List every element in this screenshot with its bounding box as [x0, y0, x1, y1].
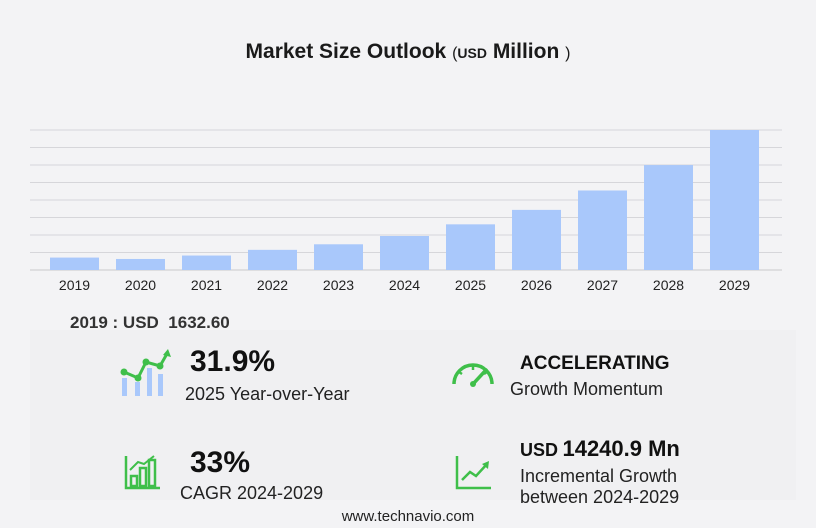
momentum-value: ACCELERATING	[520, 353, 670, 374]
title-close-paren: )	[565, 45, 571, 62]
bar-2022	[248, 249, 297, 270]
cagr-value: 33%	[190, 446, 251, 479]
momentum-label: Growth Momentum	[510, 379, 664, 399]
base-year-label: 2019 : USD	[70, 313, 159, 332]
bar-chart: 2019 2020 2021 2022 2023 2024 2025 2026 2027 2028…	[30, 129, 782, 293]
bar-2026	[512, 209, 561, 270]
x-tick-label: 2023	[323, 277, 354, 293]
momentum-label-wrap: Growth Momentum	[510, 379, 663, 400]
bar-2025	[446, 224, 495, 270]
yoy-stat: 31.9%	[190, 345, 275, 379]
growth-chart-icon	[120, 349, 171, 396]
bar-2020	[116, 258, 165, 270]
title-unit-scale: Million	[492, 40, 560, 63]
x-tick-label: 2021	[191, 277, 222, 293]
incremental-stat: USD 14240.9 Mn	[520, 436, 680, 462]
bar-2024	[380, 235, 429, 270]
footer-url[interactable]: www.technavio.com	[341, 508, 475, 525]
x-tick-label: 2025	[455, 277, 486, 293]
incremental-value: 14240.9 Mn	[562, 436, 680, 461]
bar-2028	[644, 165, 693, 270]
incremental-prefix: USD	[520, 440, 559, 460]
momentum-stat: ACCELERATING	[520, 353, 670, 375]
bar-chart-icon	[124, 455, 160, 490]
x-tick-label: 2020	[125, 277, 156, 293]
x-tick-label: 2027	[587, 277, 618, 293]
yoy-label: 2025 Year-over-Year	[185, 384, 350, 404]
base-year-amount: 1632.60	[168, 313, 230, 332]
chart-title: Market Size Outlook (USD Million )	[0, 40, 816, 64]
x-tick-label: 2028	[653, 277, 684, 293]
x-tick-label: 2029	[719, 277, 750, 293]
trend-line-icon	[455, 456, 491, 490]
stats-panel	[30, 330, 796, 500]
bar-2021	[182, 255, 231, 270]
x-tick-label: 2026	[521, 277, 552, 293]
x-tick-label: 2019	[59, 277, 90, 293]
x-tick-label: 2024	[389, 277, 420, 293]
yoy-label-wrap: 2025 Year-over-Year	[185, 384, 349, 405]
bar-2029	[710, 130, 759, 270]
yoy-value: 31.9%	[190, 345, 276, 378]
incremental-label-line2: between 2024-2029	[520, 487, 680, 507]
title-open-paren: (	[452, 45, 458, 62]
cagr-stat: 33%	[190, 446, 250, 480]
title-main: Market Size Outlook	[245, 40, 447, 63]
title-unit-currency: USD	[457, 45, 487, 61]
cagr-label-wrap: CAGR 2024-2029	[180, 483, 323, 504]
bar-2027	[578, 190, 627, 270]
incremental-label-wrap: Incremental Growth between 2024-2029	[520, 466, 679, 508]
bar-2019	[50, 257, 99, 270]
x-tick-label: 2022	[257, 277, 288, 293]
bar-2023	[314, 244, 363, 270]
incremental-label-line1: Incremental Growth	[520, 466, 678, 486]
speedometer-icon	[452, 363, 494, 387]
base-year-value: 2019 : USD 1632.60	[70, 313, 230, 333]
cagr-label: CAGR 2024-2029	[180, 483, 324, 503]
